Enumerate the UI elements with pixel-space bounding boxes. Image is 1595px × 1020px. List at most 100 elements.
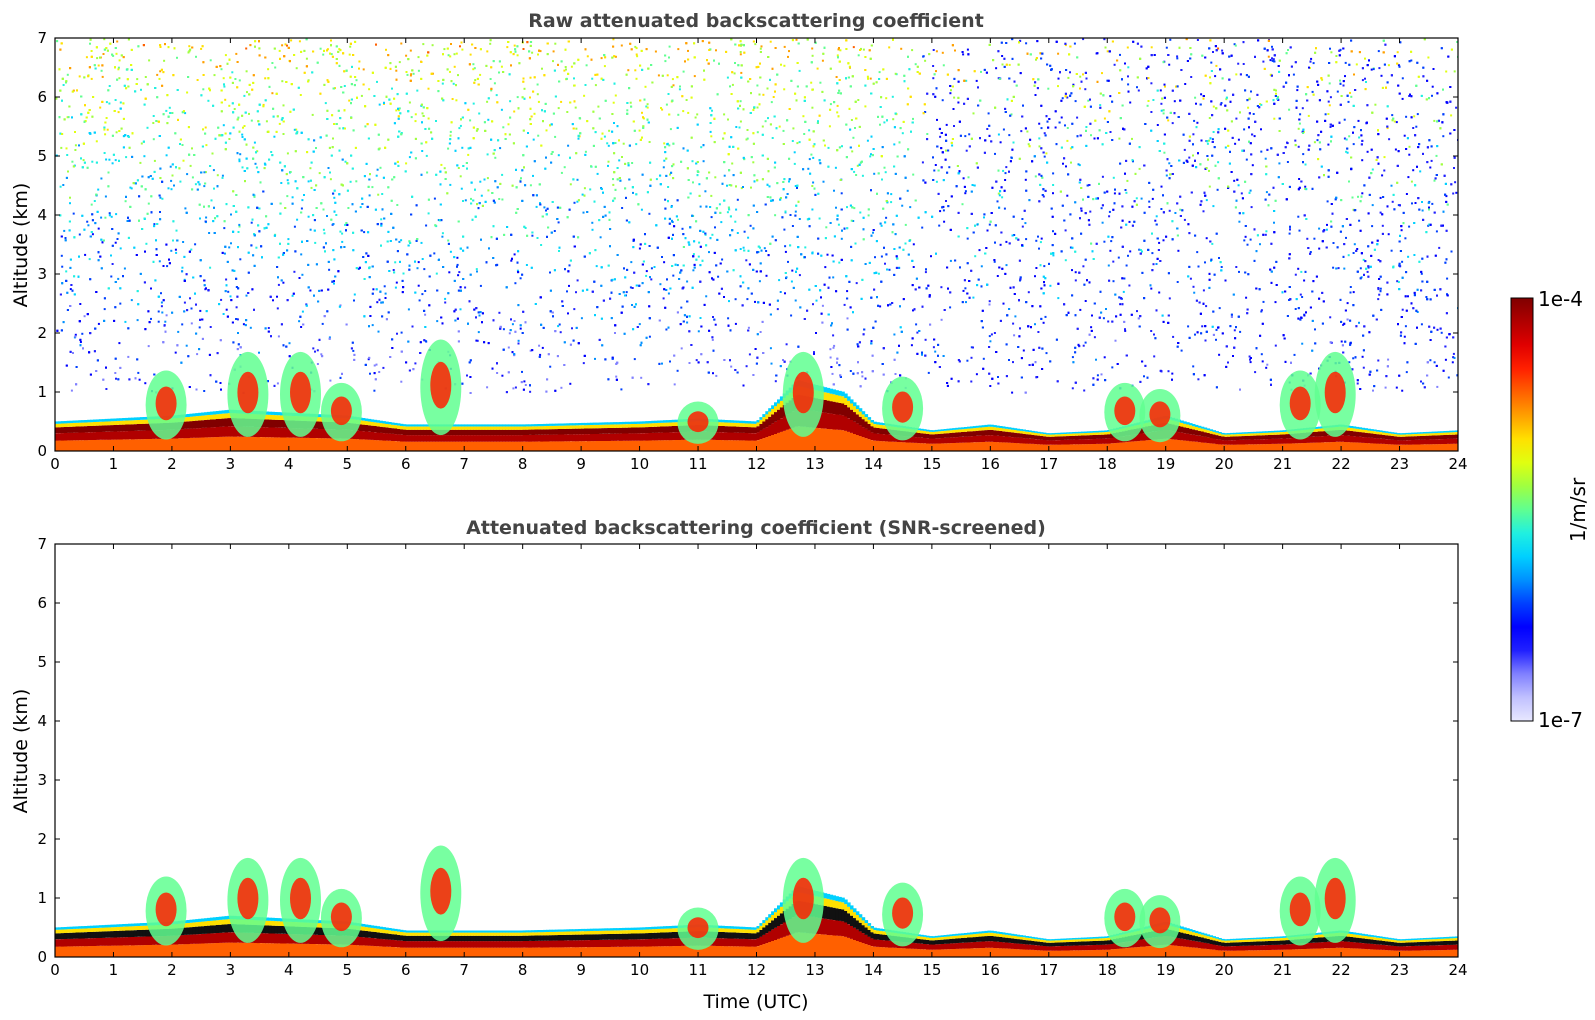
boundary-layer-cell <box>543 929 547 933</box>
boundary-layer-cell <box>768 917 772 923</box>
boundary-layer-cell <box>955 427 959 430</box>
boundary-layer-cell <box>1282 944 1287 950</box>
boundary-layer-cell <box>399 940 404 948</box>
boundary-layer-cell <box>625 421 629 425</box>
boundary-layer-cell <box>1422 938 1427 940</box>
boundary-layer-cell <box>449 935 454 942</box>
boundary-layer-cell <box>1089 938 1094 942</box>
boundary-layer-cell <box>379 426 383 433</box>
boundary-layer-cell <box>1358 436 1363 443</box>
boundary-layer-cell <box>1411 940 1415 943</box>
boundary-layer-cell <box>1031 936 1035 939</box>
boundary-layer-cell <box>192 420 196 429</box>
boundary-layer-cell <box>1054 444 1059 451</box>
boundary-layer-cell <box>1320 436 1325 443</box>
boundary-layer-cell <box>1393 432 1398 435</box>
boundary-layer-cell <box>215 437 220 451</box>
boundary-layer-cell <box>435 947 439 957</box>
boundary-layer-cell <box>1273 438 1278 444</box>
boundary-layer-cell <box>981 936 986 942</box>
boundary-layer-cell <box>671 440 676 451</box>
boundary-layer-cell <box>1224 939 1228 941</box>
boundary-layer-cell <box>1276 443 1281 451</box>
boundary-layer-cell <box>493 947 497 957</box>
boundary-layer-cell <box>265 419 269 428</box>
boundary-layer-cell <box>455 935 459 942</box>
boundary-layer-cell <box>1040 942 1044 946</box>
x-tick-label: 17 <box>1039 455 1058 473</box>
boundary-layer-cell <box>1075 435 1079 440</box>
boundary-layer-cell <box>1402 436 1406 441</box>
boundary-layer-cell <box>820 412 825 429</box>
boundary-layer-cell <box>160 438 164 451</box>
boundary-layer-cell <box>122 418 126 421</box>
boundary-layer-cell <box>978 948 983 957</box>
boundary-layer-cell <box>207 921 211 926</box>
x-tick-label: 8 <box>518 961 528 979</box>
boundary-layer-cell <box>1235 440 1240 445</box>
boundary-layer-cell <box>1116 442 1120 451</box>
boundary-layer-cell <box>964 431 968 437</box>
boundary-layer-cell <box>630 946 635 957</box>
boundary-layer-cell <box>1282 936 1287 938</box>
boundary-layer-cell <box>1425 444 1430 451</box>
x-tick-label: 2 <box>167 961 177 979</box>
boundary-layer-cell <box>1165 438 1170 451</box>
boundary-layer-cell <box>382 421 386 424</box>
boundary-layer-cell <box>616 928 620 931</box>
boundary-layer-cell <box>1452 940 1456 945</box>
boundary-layer-cell <box>589 422 594 425</box>
boundary-layer-cell <box>961 933 965 936</box>
boundary-layer-cell <box>931 430 936 432</box>
boundary-layer-cell <box>81 420 85 423</box>
boundary-layer-cell <box>1051 444 1056 451</box>
boundary-layer-cell <box>1323 442 1327 451</box>
boundary-layer-cell <box>607 422 611 425</box>
boundary-layer-cell <box>1384 950 1389 957</box>
boundary-layer-cell <box>516 441 521 451</box>
boundary-layer-cell <box>391 930 395 935</box>
boundary-layer-cell <box>60 427 65 434</box>
boundary-layer-cell <box>660 440 664 451</box>
y-tick-label: 3 <box>37 265 47 283</box>
boundary-layer-cell <box>1238 945 1243 951</box>
boundary-layer-cell <box>128 424 132 432</box>
boundary-layer-cell <box>499 429 503 436</box>
boundary-layer-cell <box>1446 432 1450 435</box>
boundary-layer-cell <box>1387 941 1392 946</box>
boundary-layer-cell <box>1311 948 1316 957</box>
boundary-layer-cell <box>870 938 874 947</box>
boundary-layer-cell <box>642 440 646 451</box>
boundary-layer-cell <box>1004 932 1009 935</box>
boundary-layer-cell <box>502 429 506 436</box>
boundary-layer-cell <box>1364 428 1368 430</box>
boundary-layer-cell <box>1387 435 1392 440</box>
boundary-layer-cell <box>1428 431 1433 434</box>
boundary-layer-cell <box>1273 434 1278 439</box>
boundary-layer-cell <box>493 426 497 430</box>
boundary-layer-cell <box>259 933 264 943</box>
boundary-layer-cell <box>1086 431 1091 433</box>
x-tick-label: 7 <box>459 455 469 473</box>
boundary-layer-cell <box>1414 945 1418 951</box>
boundary-layer-cell <box>1355 442 1360 451</box>
boundary-layer-cell <box>876 930 880 934</box>
boundary-layer-cell <box>458 932 462 936</box>
boundary-layer-cell <box>739 420 743 424</box>
boundary-layer-cell <box>1244 942 1249 946</box>
boundary-layer-cell <box>382 440 386 451</box>
boundary-layer-cell <box>204 926 208 934</box>
boundary-layer-cell <box>481 930 486 933</box>
boundary-layer-cell <box>1180 938 1184 947</box>
boundary-layer-cell <box>116 926 120 931</box>
boundary-layer-cell <box>917 432 921 438</box>
boundary-layer-cell <box>508 426 512 430</box>
boundary-layer-cell <box>1349 428 1354 431</box>
boundary-layer-cell <box>84 422 88 427</box>
boundary-layer-cell <box>373 422 378 426</box>
boundary-layer-cell <box>402 426 407 430</box>
boundary-layer-cell <box>60 939 65 947</box>
boundary-layer-cell <box>1387 444 1392 451</box>
boundary-layer-cell <box>1382 434 1386 439</box>
boundary-layer-cell <box>1376 940 1380 945</box>
